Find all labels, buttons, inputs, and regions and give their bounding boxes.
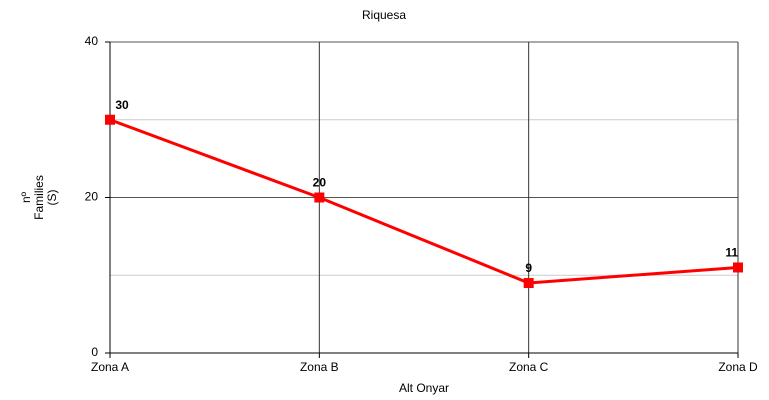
y-tick-label: 40 bbox=[85, 34, 99, 48]
x-tick-label: Zona D bbox=[718, 360, 758, 374]
y-axis-label-line: (S) bbox=[45, 190, 59, 206]
data-label: 9 bbox=[525, 261, 532, 275]
point-marker bbox=[314, 192, 325, 203]
x-tick-label: Zona B bbox=[300, 360, 339, 374]
x-tick-label: Zona C bbox=[509, 360, 549, 374]
point-marker bbox=[733, 262, 743, 273]
x-tick-label: Zona A bbox=[91, 360, 129, 374]
data-label: 11 bbox=[725, 246, 738, 260]
data-label: 20 bbox=[313, 176, 327, 190]
data-label: 30 bbox=[115, 98, 129, 112]
point-marker bbox=[105, 114, 115, 125]
y-axis-label-line: nº bbox=[19, 191, 33, 203]
x-axis-label: Alt Onyar bbox=[399, 381, 449, 395]
y-tick-label: 0 bbox=[91, 345, 98, 359]
y-axis-label: nº Families (S) bbox=[19, 175, 59, 220]
y-tick-label: 20 bbox=[85, 190, 99, 204]
line-series bbox=[109, 118, 739, 285]
chart-title: Riquesa bbox=[362, 8, 406, 22]
y-axis-label-line: Families bbox=[32, 175, 46, 220]
point-marker bbox=[523, 278, 534, 289]
